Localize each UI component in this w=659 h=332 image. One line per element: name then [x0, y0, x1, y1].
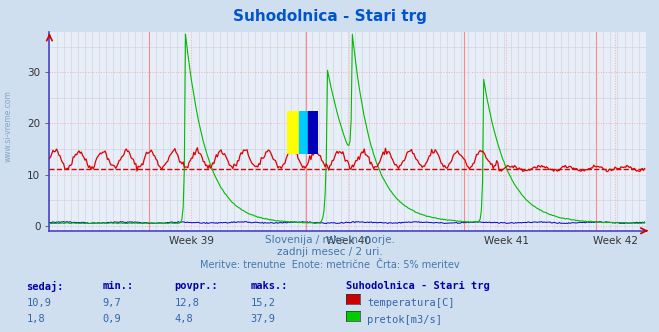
Text: 12,8: 12,8 [175, 298, 200, 308]
Text: povpr.:: povpr.: [175, 281, 218, 290]
Text: www.si-vreme.com: www.si-vreme.com [3, 90, 13, 162]
Text: pretok[m3/s]: pretok[m3/s] [367, 315, 442, 325]
Bar [287, 111, 299, 154]
Bar [299, 111, 308, 154]
Text: 15,2: 15,2 [250, 298, 275, 308]
Text: 1,8: 1,8 [26, 314, 45, 324]
Text: min.:: min.: [102, 281, 133, 290]
Text: Meritve: trenutne  Enote: metrične  Črta: 5% meritev: Meritve: trenutne Enote: metrične Črta: … [200, 260, 459, 270]
Text: 0,9: 0,9 [102, 314, 121, 324]
Text: Suhodolnica - Stari trg: Suhodolnica - Stari trg [346, 281, 490, 290]
Text: 37,9: 37,9 [250, 314, 275, 324]
Text: maks.:: maks.: [250, 281, 288, 290]
Text: temperatura[C]: temperatura[C] [367, 298, 455, 308]
Text: sedaj:: sedaj: [26, 281, 64, 291]
Text: Suhodolnica - Stari trg: Suhodolnica - Stari trg [233, 9, 426, 24]
Text: zadnji mesec / 2 uri.: zadnji mesec / 2 uri. [277, 247, 382, 257]
Bar [308, 111, 318, 154]
Text: Slovenija / reke in morje.: Slovenija / reke in morje. [264, 235, 395, 245]
Text: 4,8: 4,8 [175, 314, 193, 324]
Text: 10,9: 10,9 [26, 298, 51, 308]
Text: 9,7: 9,7 [102, 298, 121, 308]
